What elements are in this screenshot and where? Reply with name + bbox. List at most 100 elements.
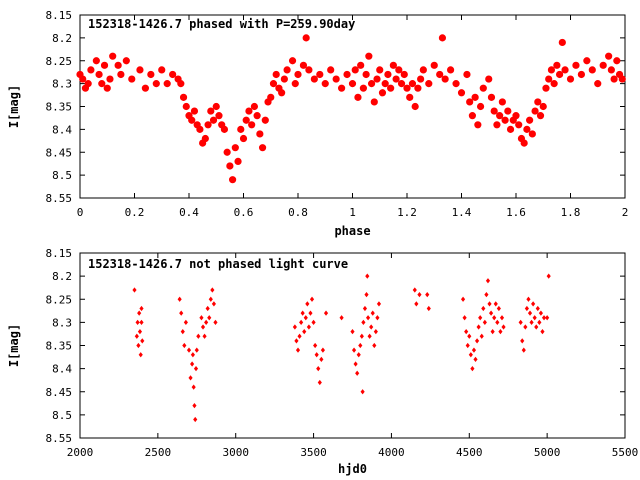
data-point <box>205 305 210 312</box>
data-point <box>242 116 250 124</box>
x-tick-label: 0.8 <box>288 206 308 219</box>
y-tick-label: 8.3 <box>52 316 72 329</box>
data-point <box>313 342 318 349</box>
data-point <box>196 125 204 133</box>
data-point <box>558 38 566 47</box>
x-tick-label: 0.4 <box>179 206 199 219</box>
data-point <box>577 70 586 79</box>
data-point <box>462 315 467 321</box>
data-point <box>190 361 195 367</box>
data-point <box>319 356 324 362</box>
data-point <box>540 329 545 335</box>
data-point <box>373 75 381 83</box>
data-point <box>501 116 509 124</box>
data-point <box>200 324 206 330</box>
data-point <box>199 315 204 321</box>
x-tick-label: 5000 <box>534 446 561 459</box>
data-point <box>487 301 492 307</box>
data-point <box>417 292 422 298</box>
x-tick-label: 1.2 <box>397 206 417 219</box>
data-point <box>364 292 369 298</box>
data-point <box>327 66 335 74</box>
data-point <box>128 75 136 83</box>
data-point <box>188 375 193 381</box>
data-point <box>542 84 550 92</box>
data-point <box>248 121 256 129</box>
data-point <box>278 89 286 97</box>
data-point <box>534 324 539 330</box>
data-point <box>476 324 481 330</box>
data-point <box>211 301 216 307</box>
data-point <box>523 125 531 133</box>
data-point <box>358 342 363 349</box>
data-point <box>521 347 526 353</box>
data-point <box>373 329 378 335</box>
data-point <box>479 84 487 92</box>
data-point <box>158 66 166 74</box>
data-point <box>182 342 187 349</box>
data-point <box>555 70 564 79</box>
data-point <box>292 324 297 330</box>
data-point <box>316 366 321 372</box>
data-point <box>140 338 145 344</box>
data-point <box>369 324 374 330</box>
chart-title: 152318-1426.7 not phased light curve <box>88 257 348 271</box>
data-point <box>476 102 485 111</box>
data-point <box>566 75 575 83</box>
data-point <box>536 112 545 120</box>
data-point <box>139 319 144 325</box>
data-point <box>147 70 155 79</box>
data-point <box>250 102 258 111</box>
data-point <box>482 319 487 325</box>
data-point <box>323 310 329 316</box>
x-tick-label: 3000 <box>222 446 249 459</box>
data-point <box>527 310 533 316</box>
data-point <box>359 84 367 92</box>
data-point <box>300 310 305 316</box>
data-point <box>425 80 433 88</box>
data-point <box>179 93 188 101</box>
data-point <box>496 305 501 312</box>
data-point <box>295 347 301 353</box>
data-point <box>367 80 376 88</box>
data-point <box>137 310 142 316</box>
data-point <box>506 125 515 133</box>
data-point <box>314 352 319 358</box>
data-point <box>288 57 297 65</box>
x-tick-label: 2000 <box>67 446 94 459</box>
data-point <box>321 80 329 88</box>
y-tick-label: 8.5 <box>52 409 72 422</box>
data-point <box>303 315 308 321</box>
data-point <box>520 139 528 147</box>
data-point <box>463 70 471 79</box>
data-point <box>280 75 288 83</box>
data-point <box>253 112 261 120</box>
data-point <box>561 66 569 74</box>
data-point <box>193 366 199 372</box>
data-point <box>220 125 229 133</box>
data-point <box>309 296 315 302</box>
data-point <box>457 89 466 97</box>
data-point <box>267 93 275 101</box>
data-point <box>618 75 626 83</box>
data-point <box>493 121 501 129</box>
y-tick-label: 8.35 <box>46 101 73 114</box>
data-point <box>191 384 196 390</box>
x-tick-label: 4000 <box>378 446 405 459</box>
data-point <box>524 305 529 312</box>
data-point <box>594 80 602 88</box>
data-point <box>201 134 209 143</box>
y-tick-label: 8.55 <box>46 432 73 445</box>
data-point <box>141 84 149 92</box>
x-axis-label: phase <box>334 224 370 238</box>
data-point <box>365 273 370 279</box>
data-point <box>92 57 100 65</box>
data-point <box>414 84 422 92</box>
data-point <box>436 70 444 79</box>
data-point <box>302 34 310 42</box>
data-point <box>607 66 615 74</box>
data-point <box>351 66 359 74</box>
y-tick-label: 8.4 <box>52 363 72 376</box>
data-point <box>466 98 474 106</box>
data-point <box>348 80 357 88</box>
